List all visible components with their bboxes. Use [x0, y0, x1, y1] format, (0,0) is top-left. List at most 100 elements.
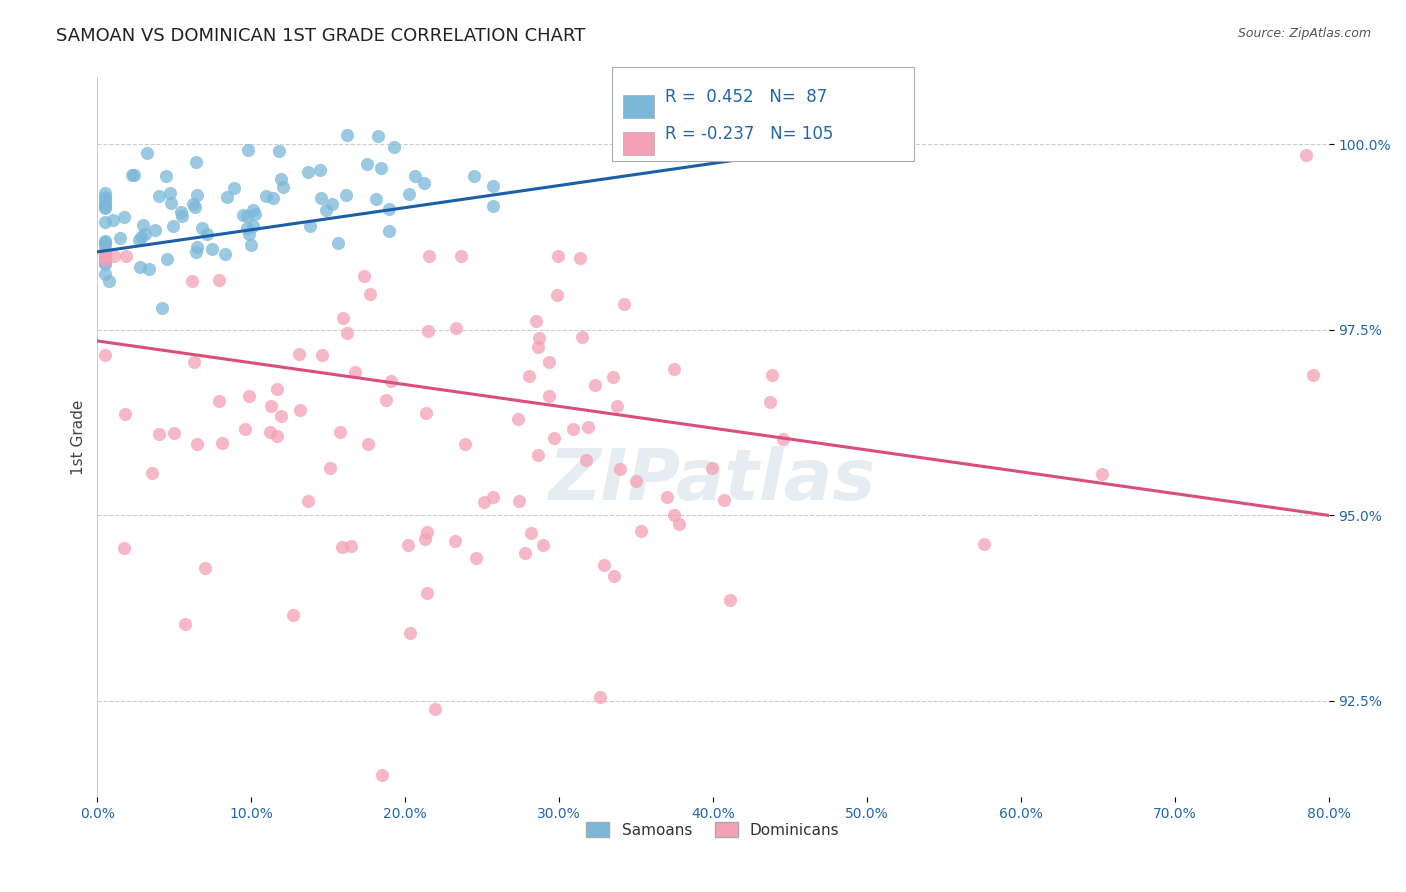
Point — [297, 165, 319, 179]
Point — [94, 235, 117, 249]
Point — [242, 203, 264, 218]
Point — [506, 412, 529, 426]
Point — [589, 690, 612, 704]
Point — [370, 161, 392, 175]
Point — [329, 425, 352, 440]
Point — [513, 546, 536, 560]
Point — [357, 436, 380, 450]
Point — [262, 191, 284, 205]
Point — [103, 249, 125, 263]
Point — [531, 538, 554, 552]
Point — [537, 389, 560, 403]
Point — [524, 313, 547, 327]
Point — [112, 541, 135, 556]
Point — [94, 249, 117, 263]
Point — [415, 406, 437, 420]
Point — [713, 493, 735, 508]
Text: R =  0.452   N=  87: R = 0.452 N= 87 — [665, 88, 827, 106]
Point — [94, 190, 117, 204]
Point — [194, 561, 217, 575]
Point — [396, 538, 419, 552]
Point — [143, 223, 166, 237]
Point — [94, 249, 117, 263]
Point — [662, 508, 685, 523]
Point — [378, 202, 401, 217]
Point — [413, 532, 436, 546]
Point — [367, 128, 389, 143]
Point — [94, 186, 117, 201]
Point — [215, 190, 238, 204]
Point — [444, 534, 467, 549]
Point — [190, 221, 212, 235]
Point — [482, 490, 505, 504]
Point — [446, 320, 468, 334]
Point — [700, 461, 723, 475]
Point — [527, 340, 550, 354]
Point — [973, 537, 995, 551]
Point — [527, 448, 550, 462]
Point — [231, 208, 253, 222]
Point — [450, 249, 472, 263]
Point — [568, 251, 591, 265]
Point — [662, 361, 685, 376]
Point — [254, 189, 277, 203]
Point — [103, 213, 125, 227]
Point — [482, 178, 505, 193]
Point — [366, 192, 388, 206]
Point — [517, 369, 540, 384]
Point — [335, 128, 357, 142]
Point — [170, 204, 193, 219]
Legend: Samoans, Dominicans: Samoans, Dominicans — [581, 815, 846, 844]
Point — [398, 626, 420, 640]
Point — [418, 249, 440, 263]
Point — [186, 239, 208, 253]
Point — [135, 145, 157, 160]
Point — [1091, 467, 1114, 481]
Point — [186, 244, 208, 259]
Point — [356, 156, 378, 170]
Point — [211, 436, 233, 450]
Point — [482, 199, 505, 213]
Point — [94, 192, 117, 206]
Point — [655, 490, 678, 504]
Point — [259, 399, 281, 413]
Point — [538, 355, 561, 369]
Point — [236, 209, 259, 223]
Point — [121, 169, 143, 183]
Point — [134, 227, 156, 242]
Point — [141, 467, 163, 481]
Point — [150, 301, 173, 315]
Point — [183, 355, 205, 369]
Point — [668, 517, 690, 532]
Point — [319, 460, 342, 475]
Point — [270, 409, 292, 424]
Point — [266, 382, 288, 396]
Point — [114, 408, 136, 422]
Point — [326, 236, 349, 251]
Point — [270, 172, 292, 186]
Point — [186, 437, 208, 451]
Point — [132, 218, 155, 232]
Point — [418, 324, 440, 338]
Point — [94, 196, 117, 211]
Point — [759, 394, 782, 409]
Point — [547, 249, 569, 263]
Point — [162, 219, 184, 233]
Point — [94, 257, 117, 271]
Point — [97, 274, 120, 288]
Point — [415, 585, 437, 599]
Point — [94, 197, 117, 211]
Point — [298, 219, 321, 233]
Point — [602, 370, 624, 384]
Point — [128, 233, 150, 247]
Point — [1295, 148, 1317, 162]
Point — [288, 347, 311, 361]
Point — [359, 287, 381, 301]
Point — [330, 541, 353, 555]
Point — [108, 231, 131, 245]
Point — [122, 168, 145, 182]
Point — [94, 267, 117, 281]
Point — [266, 428, 288, 442]
Point — [353, 269, 375, 284]
Point — [236, 143, 259, 157]
